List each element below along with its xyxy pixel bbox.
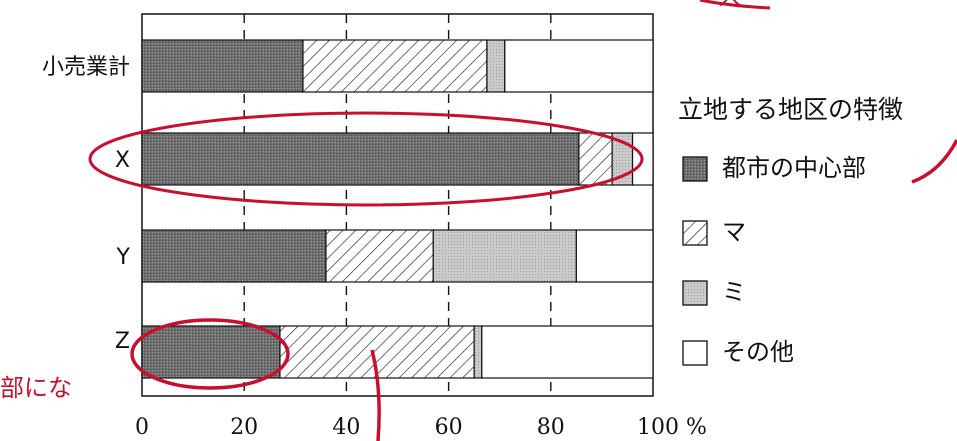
annotation-stroke-z [370,349,381,441]
bar-segment-4-4 [481,325,654,379]
legend-label-3: ミ [722,278,746,306]
legend-label-4: その他 [722,338,794,366]
legend-swatch-1 [682,156,708,182]
plot-frame [141,13,654,397]
bar-segment-3-2 [325,229,434,283]
x-tick-label-80: 80 [537,415,565,440]
category-labels: 小売業計 X Y Z [42,55,131,354]
x-tick-label-20: 20 [230,415,258,440]
category-label-1: 小売業計 [42,55,130,80]
legend-swatch-3 [682,280,708,306]
bar-segment-1-4 [504,39,654,93]
bar-segment-1-1 [141,39,304,93]
bar-segment-1-2 [302,39,488,93]
bars-group [141,39,654,379]
category-label-2: X [115,148,130,173]
annotation-arrow-legend [911,139,957,184]
category-label-3: Y [116,245,131,270]
annotation-ellipse-x [88,111,644,207]
x-tick-label-0: 0 [135,415,149,440]
category-label-4: Z [115,329,130,354]
bar-segment-3-3 [432,229,577,283]
bar-segment-2-1 [141,132,580,186]
x-tick-label-40: 40 [332,415,360,440]
legend-label-1: 都市の中心部 [722,154,866,182]
legend-title: 立地する地区の特徴 [678,95,903,124]
legend-label-2: マ [722,218,746,246]
bar-segment-1-3 [486,39,506,93]
bar-segment-4-3 [473,325,483,379]
bar-segment-3-1 [141,229,327,283]
annotation-bottom-left-fragment: 部にな [0,374,72,402]
bar-segment-2-2 [578,132,613,186]
legend-swatch-2 [682,220,708,246]
bar-segment-4-1 [141,325,281,379]
x-tick-labels: 0 20 40 60 80 100 % [135,415,707,440]
legend-swatch-4 [682,340,708,366]
bar-segment-3-4 [575,229,654,283]
annotation-stroke-top-right [699,0,771,10]
x-tick-label-end: 100 % [637,415,707,440]
annotation-ellipse-z [130,318,290,390]
x-tick-label-60: 60 [435,415,463,440]
